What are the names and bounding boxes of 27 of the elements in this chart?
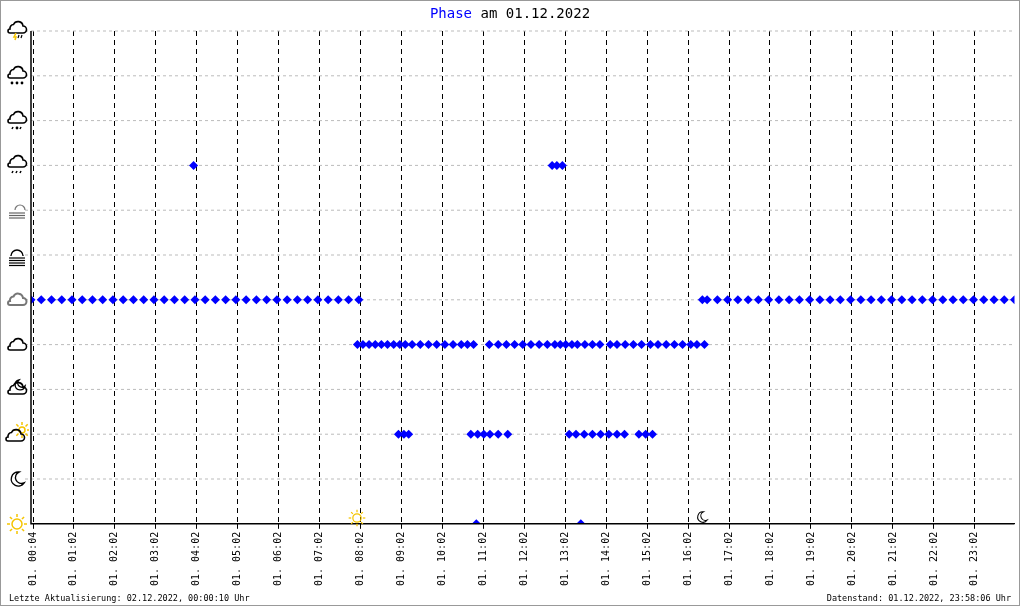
text: Letzte Aktualisierung: 02.12.2022, 00:00:10 Uhr	[9, 593, 250, 603]
x-tick-label: 01. 20:02	[845, 531, 857, 586]
x-tick-label: 01. 23:02	[968, 531, 980, 586]
x-tick-label: 01. 15:02	[640, 531, 652, 586]
x-tick-label: 01. 08:02	[353, 531, 365, 586]
x-tick-label: 01. 04:02	[189, 531, 201, 586]
x-tick-label: 01. 10:02	[435, 531, 447, 586]
x-tick-label: 01. 17:02	[722, 531, 734, 586]
text: Datenstand: 01.12.2022, 23:58:06 Uhr	[826, 593, 1011, 603]
x-tick-label: 01. 21:02	[886, 531, 898, 586]
x-tick-label: 01. 14:02	[599, 531, 611, 586]
x-tick-label: 01. 11:02	[476, 531, 488, 586]
x-tick-label: 01. 16:02	[681, 531, 693, 586]
x-tick-label: 01. 13:02	[558, 531, 570, 586]
x-tick-label: 01. 19:02	[804, 531, 816, 586]
x-tick-label: 01. 07:02	[312, 531, 324, 586]
x-tick-label: 01. 22:02	[927, 531, 939, 586]
x-tick-label: 01. 12:02	[517, 531, 529, 586]
x-tick-label: 01. 03:02	[148, 531, 160, 586]
x-tick-label: 01. 05:02	[230, 531, 242, 586]
x-tick-label: 01. 09:02	[394, 531, 406, 586]
x-tick-label: 01. 06:02	[271, 531, 283, 586]
x-tick-label: 01. 00:04	[27, 531, 39, 586]
x-tick-label: 01. 18:02	[763, 531, 775, 586]
chart-title: Phase am 01.12.2022	[429, 5, 591, 21]
x-tick-label: 01. 01:02	[66, 531, 78, 586]
x-tick-label: 01. 02:02	[107, 531, 119, 586]
